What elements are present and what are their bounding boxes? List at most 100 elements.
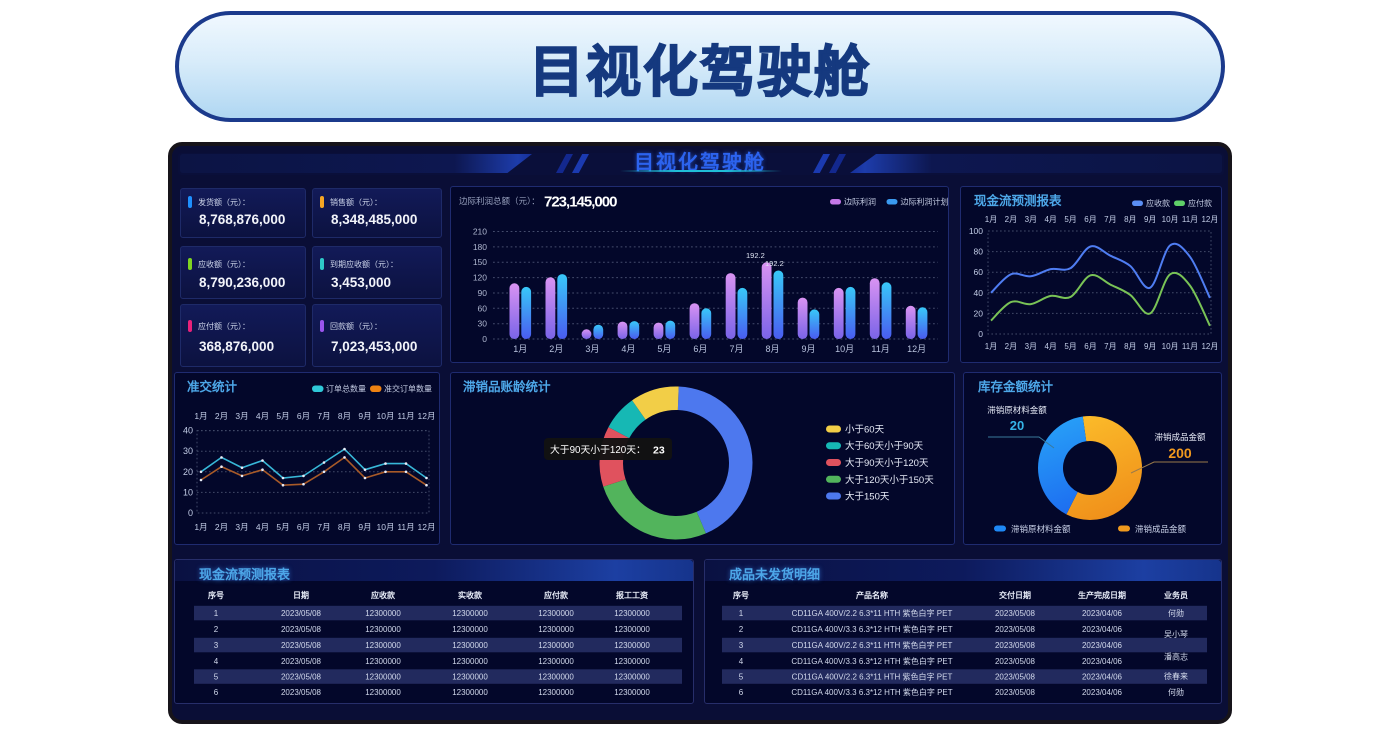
svg-text:应付款: 应付款 [1188, 198, 1212, 208]
svg-text:2月: 2月 [1005, 342, 1017, 351]
svg-text:2023/05/08: 2023/05/08 [995, 688, 1036, 697]
svg-text:100: 100 [969, 226, 983, 236]
svg-text:12300000: 12300000 [614, 641, 650, 650]
svg-text:20: 20 [974, 308, 984, 318]
svg-text:60: 60 [974, 267, 984, 277]
svg-text:2023/04/06: 2023/04/06 [1082, 688, 1123, 697]
svg-text:2023/04/06: 2023/04/06 [1082, 609, 1123, 618]
svg-text:11月: 11月 [1182, 342, 1198, 351]
svg-text:12300000: 12300000 [614, 657, 650, 666]
svg-text:5: 5 [214, 672, 219, 681]
svg-text:3月: 3月 [1025, 215, 1037, 224]
svg-text:12月: 12月 [907, 344, 926, 354]
svg-text:200: 200 [1168, 445, 1192, 461]
svg-text:10月: 10月 [377, 411, 395, 421]
svg-text:5月: 5月 [1064, 342, 1076, 351]
svg-text:滞销原材料金额: 滞销原材料金额 [987, 405, 1047, 415]
svg-text:10月: 10月 [377, 522, 395, 532]
svg-text:12300000: 12300000 [452, 657, 488, 666]
svg-text:3: 3 [214, 641, 219, 650]
svg-text:产品名称: 产品名称 [856, 590, 888, 600]
svg-text:2: 2 [214, 625, 219, 634]
svg-text:2023/05/08: 2023/05/08 [281, 609, 322, 618]
svg-text:5月: 5月 [1064, 215, 1076, 224]
svg-text:4: 4 [214, 657, 219, 666]
svg-text:准交统计: 准交统计 [187, 379, 238, 394]
svg-text:2023/05/08: 2023/05/08 [281, 672, 322, 681]
svg-text:30: 30 [183, 446, 193, 456]
svg-text:2023/04/06: 2023/04/06 [1082, 625, 1123, 634]
svg-text:6月: 6月 [297, 522, 310, 532]
svg-text:8月: 8月 [765, 344, 779, 354]
svg-text:9月: 9月 [358, 411, 371, 421]
svg-text:150: 150 [473, 257, 487, 267]
svg-text:7月: 7月 [317, 522, 330, 532]
svg-text:192.2: 192.2 [765, 259, 784, 268]
svg-text:12300000: 12300000 [452, 688, 488, 697]
svg-text:9月: 9月 [801, 344, 815, 354]
svg-text:大于150天: 大于150天 [845, 491, 890, 503]
svg-text:11月: 11月 [871, 344, 889, 354]
svg-text:何勋: 何勋 [1168, 608, 1184, 618]
svg-text:12300000: 12300000 [365, 688, 401, 697]
svg-text:2023/05/08: 2023/05/08 [995, 641, 1036, 650]
svg-text:12300000: 12300000 [538, 625, 574, 634]
svg-text:210: 210 [473, 227, 487, 237]
svg-text:12300000: 12300000 [452, 625, 488, 634]
svg-text:2023/04/06: 2023/04/06 [1082, 657, 1123, 666]
svg-text:CD11GA 400V/3.3 6.3*12 HTH 紫色白: CD11GA 400V/3.3 6.3*12 HTH 紫色白字 PET [791, 656, 952, 666]
svg-text:应付款: 应付款 [544, 590, 569, 600]
svg-text:2023/05/08: 2023/05/08 [281, 657, 322, 666]
svg-text:实收款: 实收款 [458, 590, 483, 600]
svg-text:报工工资: 报工工资 [616, 590, 648, 600]
svg-text:0: 0 [188, 508, 193, 518]
svg-text:1: 1 [739, 609, 744, 618]
svg-text:1: 1 [214, 609, 219, 618]
svg-text:现金流预测报表: 现金流预测报表 [974, 193, 1062, 208]
svg-text:6月: 6月 [297, 411, 310, 421]
svg-text:交付日期: 交付日期 [999, 590, 1031, 600]
svg-text:20: 20 [183, 467, 193, 477]
svg-text:2月: 2月 [215, 411, 228, 421]
svg-text:2023/05/08: 2023/05/08 [281, 625, 322, 634]
svg-text:吴小琴: 吴小琴 [1164, 630, 1188, 639]
svg-text:12300000: 12300000 [614, 625, 650, 634]
svg-text:库存金额统计: 库存金额统计 [978, 379, 1054, 394]
svg-text:2023/05/08: 2023/05/08 [281, 641, 322, 650]
svg-text:9月: 9月 [1144, 342, 1156, 351]
svg-text:23: 23 [653, 445, 665, 457]
svg-text:业务员: 业务员 [1164, 590, 1188, 600]
svg-text:3: 3 [739, 641, 744, 650]
svg-text:4月: 4月 [256, 522, 269, 532]
svg-text:11月: 11月 [397, 522, 414, 532]
svg-text:CD11GA 400V/3.3 6.3*12 HTH 紫色白: CD11GA 400V/3.3 6.3*12 HTH 紫色白字 PET [791, 624, 952, 634]
svg-text:应收款: 应收款 [1146, 198, 1170, 208]
svg-text:3月: 3月 [235, 522, 248, 532]
svg-text:6月: 6月 [693, 344, 707, 354]
svg-text:5月: 5月 [657, 344, 671, 354]
svg-text:9月: 9月 [1144, 215, 1156, 224]
svg-text:2023/05/08: 2023/05/08 [995, 657, 1036, 666]
svg-text:边际利润: 边际利润 [844, 197, 876, 207]
svg-text:序号: 序号 [208, 590, 224, 600]
svg-text:7月: 7月 [729, 344, 743, 354]
svg-text:应收款: 应收款 [371, 590, 396, 600]
svg-text:10月: 10月 [1162, 215, 1179, 224]
svg-text:10月: 10月 [835, 344, 854, 354]
svg-text:6: 6 [739, 688, 744, 697]
svg-text:CD11GA 400V/3.3 6.3*12 HTH 紫色白: CD11GA 400V/3.3 6.3*12 HTH 紫色白字 PET [791, 687, 952, 697]
svg-text:12300000: 12300000 [614, 672, 650, 681]
svg-text:订单总数量: 订单总数量 [326, 384, 366, 394]
svg-text:120: 120 [473, 273, 487, 283]
svg-text:90: 90 [478, 288, 488, 298]
svg-text:12300000: 12300000 [538, 688, 574, 697]
svg-text:1月: 1月 [513, 344, 527, 354]
svg-text:2023/05/08: 2023/05/08 [281, 688, 322, 697]
svg-text:5: 5 [739, 672, 744, 681]
svg-text:1月: 1月 [194, 411, 207, 421]
svg-text:边际利润计划: 边际利润计划 [901, 197, 949, 207]
svg-text:5月: 5月 [276, 522, 289, 532]
svg-text:11月: 11月 [397, 411, 414, 421]
svg-text:1月: 1月 [985, 215, 997, 224]
svg-text:2023/05/08: 2023/05/08 [995, 672, 1036, 681]
